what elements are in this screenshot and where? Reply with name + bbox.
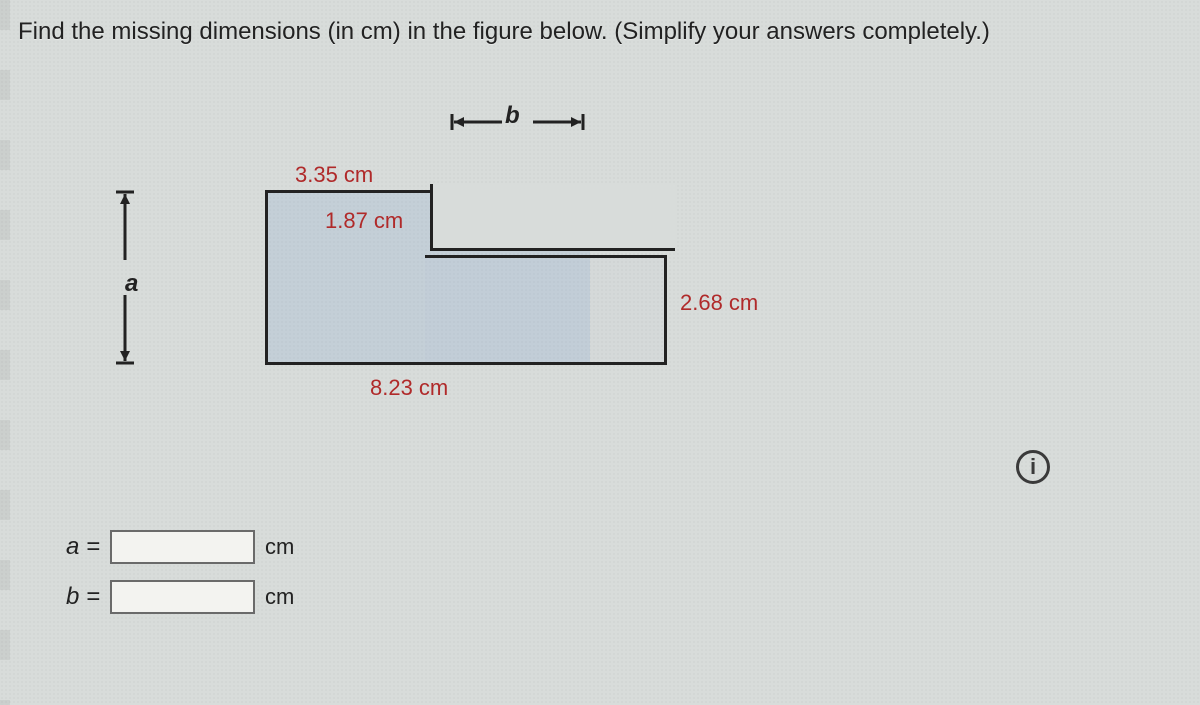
dim-top-width: 3.35 cm	[295, 162, 373, 188]
question-prompt: Find the missing dimensions (in cm) in t…	[18, 18, 990, 46]
answer-area: a = cm b = cm	[40, 530, 294, 630]
info-icon: i	[1030, 454, 1036, 479]
answer-a-input[interactable]	[110, 530, 255, 564]
b-variable-label: b	[505, 102, 520, 130]
page-margin-rail	[0, 0, 10, 705]
shape-right-rect	[425, 255, 667, 365]
answer-b-label: b =	[40, 583, 100, 611]
answer-a-label: a =	[40, 533, 100, 561]
dim-bottom-width: 8.23 cm	[370, 375, 448, 401]
figure-diagram: b a 3.35 cm 1.87 cm 2.68 cm 8.23 cm	[180, 130, 880, 460]
answer-row-a: a = cm	[40, 530, 294, 564]
dim-right-height: 2.68 cm	[680, 290, 758, 316]
answer-b-unit: cm	[265, 584, 294, 610]
answer-row-b: b = cm	[40, 580, 294, 614]
answer-b-input[interactable]	[110, 580, 255, 614]
answer-a-unit: cm	[265, 534, 294, 560]
a-variable-label: a	[125, 270, 138, 298]
dim-notch-height: 1.87 cm	[325, 208, 403, 234]
info-button[interactable]: i	[1016, 450, 1050, 484]
shape-notch	[430, 184, 675, 251]
